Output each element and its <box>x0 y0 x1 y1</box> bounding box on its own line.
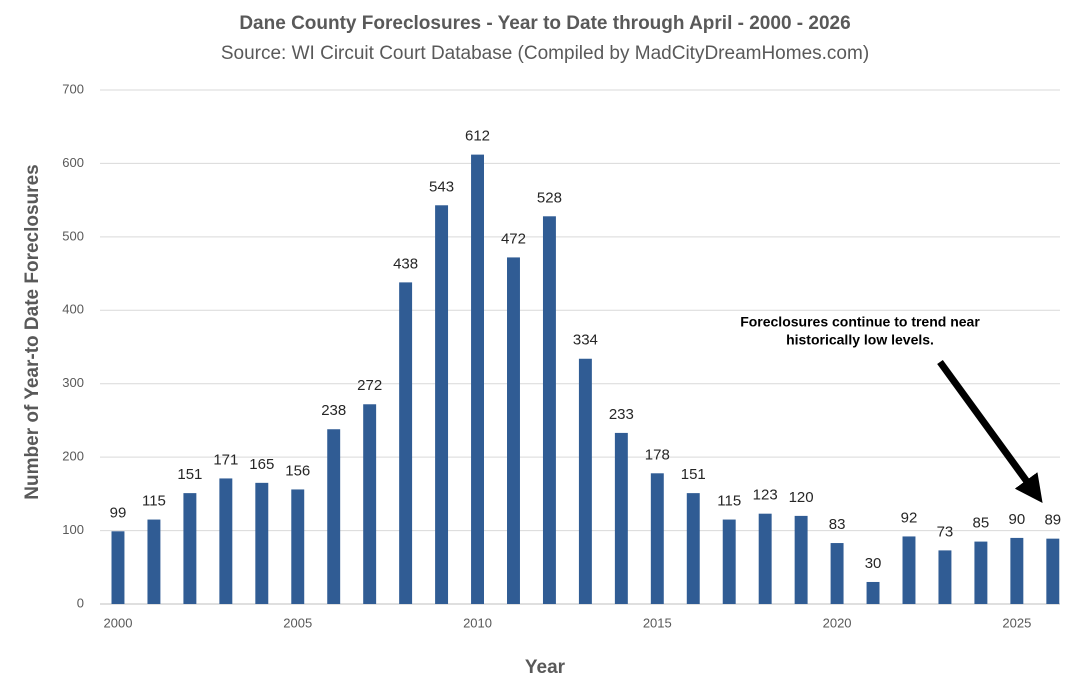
bar <box>399 282 413 604</box>
y-axis-title: Number of Year-to Date Foreclosures <box>22 164 43 499</box>
bar <box>1010 537 1024 604</box>
bar <box>255 482 269 604</box>
bar <box>686 493 700 604</box>
data-label: 123 <box>753 487 778 504</box>
data-label: 472 <box>501 230 526 247</box>
bar <box>291 489 305 604</box>
data-label: 171 <box>213 451 238 468</box>
bar <box>471 154 484 605</box>
annotation: Foreclosures continue to trend near <box>740 314 980 330</box>
chart-subtitle: Source: WI Circuit Court Database (Compi… <box>221 43 869 64</box>
annotation-arrow <box>937 359 1043 504</box>
bar <box>830 543 844 604</box>
data-label: 612 <box>465 128 490 145</box>
data-label: 334 <box>573 332 598 349</box>
chart-title: Dane County Foreclosures - Year to Date … <box>239 13 850 34</box>
y-tick-label: 400 <box>62 302 84 317</box>
data-label: 178 <box>645 446 670 463</box>
bar <box>1046 538 1060 604</box>
bar <box>219 478 233 604</box>
bar <box>435 205 449 605</box>
data-label: 156 <box>285 462 310 479</box>
data-label: 115 <box>142 493 166 510</box>
bar <box>614 432 628 604</box>
data-label: 85 <box>973 515 990 532</box>
y-tick-label: 0 <box>77 595 84 610</box>
data-label: 151 <box>177 466 202 483</box>
bar <box>147 519 161 604</box>
bar <box>794 515 808 604</box>
bar <box>327 429 341 604</box>
x-tick-label: 2000 <box>104 615 133 630</box>
data-label: 99 <box>110 504 127 521</box>
x-axis-title: Year <box>525 657 566 678</box>
data-label: 528 <box>537 189 562 206</box>
data-label: 233 <box>609 406 634 423</box>
data-label: 115 <box>717 493 741 510</box>
bar <box>542 216 556 604</box>
bar <box>578 358 592 604</box>
y-tick-label: 600 <box>62 155 84 170</box>
bar <box>866 581 880 604</box>
y-tick-label: 200 <box>62 449 84 464</box>
x-tick-label: 2020 <box>823 615 852 630</box>
bar <box>974 541 988 604</box>
data-label: 238 <box>321 402 346 419</box>
annotation: historically low levels. <box>786 332 934 348</box>
x-tick-label: 2015 <box>643 615 672 630</box>
data-label: 438 <box>393 255 418 272</box>
data-label: 30 <box>865 555 882 572</box>
data-label: 83 <box>829 516 846 533</box>
bar <box>938 550 952 604</box>
bar <box>902 536 916 604</box>
x-tick-label: 2025 <box>1002 615 1031 630</box>
data-label: 73 <box>937 523 954 540</box>
bar <box>650 473 664 604</box>
y-tick-label: 100 <box>62 522 84 537</box>
bar <box>507 257 520 604</box>
data-label: 165 <box>249 456 274 473</box>
bar <box>183 493 197 604</box>
data-label: 120 <box>789 489 814 506</box>
y-tick-label: 300 <box>62 375 84 390</box>
data-label: 89 <box>1044 512 1061 529</box>
x-tick-label: 2005 <box>283 615 312 630</box>
bar <box>111 531 125 604</box>
y-tick-label: 500 <box>62 228 84 243</box>
data-label: 272 <box>357 377 382 394</box>
bar <box>722 519 736 604</box>
data-label: 543 <box>429 178 454 195</box>
x-tick-label: 2010 <box>463 615 492 630</box>
bar <box>363 404 377 604</box>
y-tick-label: 700 <box>62 81 84 96</box>
data-label: 90 <box>1009 511 1026 528</box>
data-label: 151 <box>681 466 706 483</box>
bar <box>758 513 772 604</box>
data-label: 92 <box>901 509 918 526</box>
